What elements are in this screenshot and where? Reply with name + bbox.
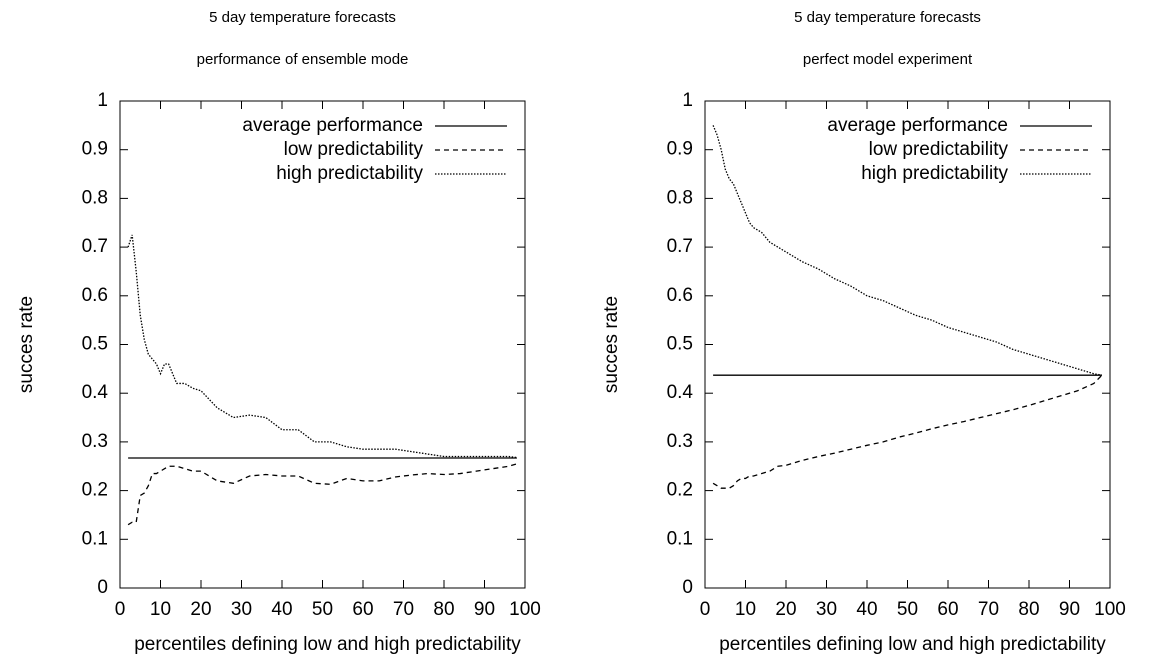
x-tick-label: 0 bbox=[700, 599, 711, 620]
legend-label: low predictability bbox=[284, 139, 424, 160]
y-axis-label: succes rate bbox=[601, 296, 622, 393]
y-tick-label: 0.9 bbox=[82, 139, 108, 160]
x-tick-label: 90 bbox=[474, 599, 495, 620]
series-line bbox=[712, 125, 1103, 376]
series-line bbox=[127, 463, 518, 526]
x-tick-label: 70 bbox=[393, 599, 414, 620]
x-axis-label: percentiles defining low and high predic… bbox=[719, 634, 1106, 655]
x-tick-label: 50 bbox=[312, 599, 333, 620]
x-tick-label: 90 bbox=[1059, 599, 1080, 620]
x-tick-label: 60 bbox=[937, 599, 958, 620]
x-tick-label: 30 bbox=[231, 599, 252, 620]
legend-label: high predictability bbox=[861, 163, 1008, 184]
chart-title: 5 day temperature forecasts bbox=[794, 9, 981, 26]
y-tick-label: 1 bbox=[97, 90, 108, 111]
y-tick-label: 0.1 bbox=[82, 528, 108, 549]
x-tick-label: 10 bbox=[735, 599, 756, 620]
x-tick-label: 10 bbox=[150, 599, 171, 620]
series-line bbox=[127, 234, 517, 459]
legend-label: high predictability bbox=[276, 163, 423, 184]
series-line bbox=[712, 374, 1103, 489]
y-tick-label: 1 bbox=[682, 90, 693, 111]
y-tick-label: 0.5 bbox=[82, 334, 108, 355]
x-axis-label: percentiles defining low and high predic… bbox=[134, 634, 521, 655]
x-tick-label: 50 bbox=[897, 599, 918, 620]
x-tick-label: 40 bbox=[856, 599, 877, 620]
y-tick-label: 0.5 bbox=[667, 334, 693, 355]
y-tick-label: 0.6 bbox=[82, 285, 108, 306]
x-tick-label: 70 bbox=[978, 599, 999, 620]
x-tick-label: 40 bbox=[271, 599, 292, 620]
y-axis-label: succes rate bbox=[16, 296, 37, 393]
x-tick-label: 60 bbox=[352, 599, 373, 620]
x-tick-label: 100 bbox=[1094, 599, 1126, 620]
plot-frame bbox=[704, 100, 1111, 589]
y-tick-label: 0.3 bbox=[667, 431, 693, 452]
y-tick-label: 0.8 bbox=[667, 187, 693, 208]
y-tick-label: 0.8 bbox=[82, 187, 108, 208]
x-tick-label: 20 bbox=[190, 599, 211, 620]
y-tick-label: 0.4 bbox=[82, 382, 109, 403]
y-tick-label: 0.7 bbox=[82, 236, 108, 257]
y-tick-label: 0.9 bbox=[667, 139, 693, 160]
x-tick-label: 0 bbox=[115, 599, 126, 620]
y-tick-label: 0.2 bbox=[82, 480, 108, 501]
plot-frame bbox=[119, 100, 526, 589]
x-tick-label: 20 bbox=[775, 599, 796, 620]
y-tick-label: 0 bbox=[682, 577, 693, 598]
legend-label: low predictability bbox=[869, 139, 1009, 160]
chart-title: 5 day temperature forecasts bbox=[209, 9, 396, 26]
x-tick-label: 80 bbox=[1018, 599, 1039, 620]
y-tick-label: 0.6 bbox=[667, 285, 693, 306]
legend-label: average performance bbox=[827, 115, 1008, 136]
y-tick-label: 0.2 bbox=[667, 480, 693, 501]
x-tick-label: 80 bbox=[433, 599, 454, 620]
legend-label: average performance bbox=[242, 115, 423, 136]
y-tick-label: 0.7 bbox=[667, 236, 693, 257]
chart-subtitle: perfect model experiment bbox=[803, 51, 973, 68]
y-tick-label: 0 bbox=[97, 577, 108, 598]
x-tick-label: 30 bbox=[816, 599, 837, 620]
y-tick-label: 0.1 bbox=[667, 528, 693, 549]
x-tick-label: 100 bbox=[509, 599, 541, 620]
y-tick-label: 0.4 bbox=[667, 382, 694, 403]
y-tick-label: 0.3 bbox=[82, 431, 108, 452]
chart-subtitle: performance of ensemble mode bbox=[197, 51, 409, 68]
